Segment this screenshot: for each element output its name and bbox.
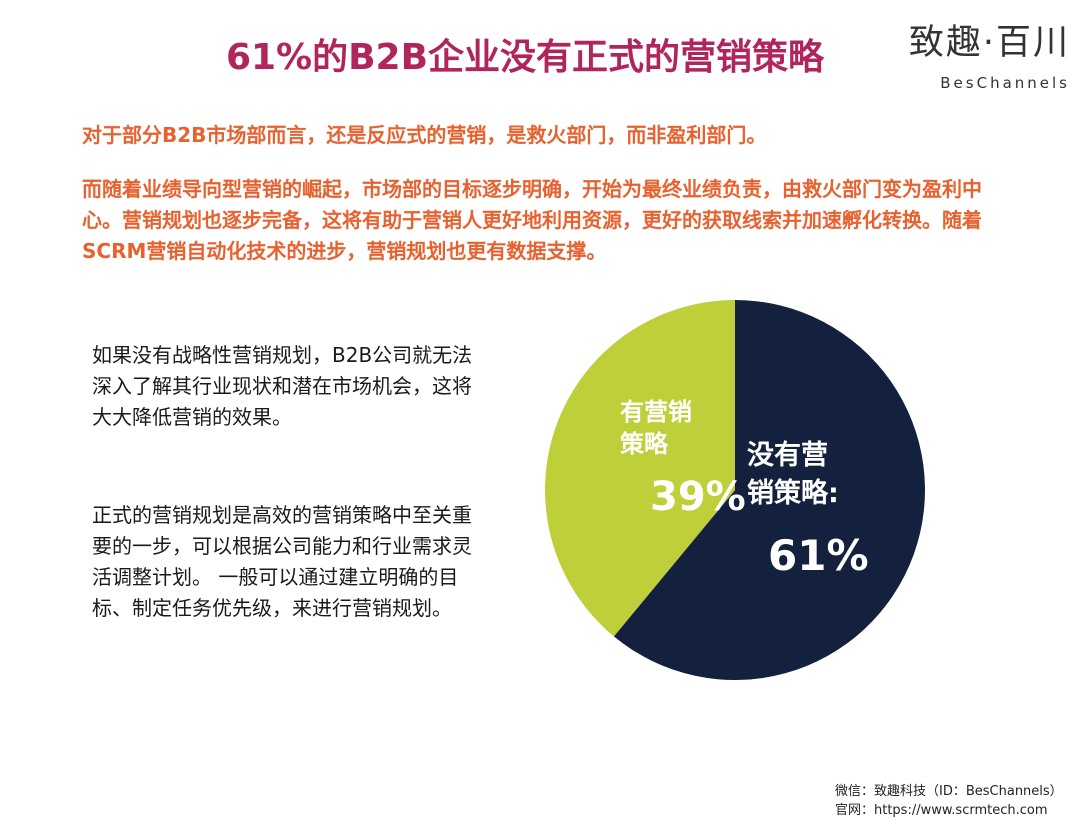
pie-slice-value-1: 61% xyxy=(768,531,869,580)
pie-slice-2 xyxy=(545,300,735,637)
footer: 微信：致趣科技（ID：BesChannels） 官网：https://www.s… xyxy=(835,782,1063,820)
pie-slice-label-1-line-2: 销策略: xyxy=(747,477,839,509)
pie-slice-1 xyxy=(613,300,925,680)
footer-website: 官网：https://www.scrmtech.com xyxy=(835,803,1048,818)
pie-slice-value-2: 39% xyxy=(650,474,746,520)
footer-wechat: 微信：致趣科技（ID：BesChannels） xyxy=(835,784,1063,799)
intro-paragraph-2: 而随着业绩导向型营销的崛起，市场部的目标逐步明确，开始为最终业绩负责，由救火部门… xyxy=(82,177,982,263)
page-title: 61%的B2B企业没有正式的营销策略 xyxy=(225,37,825,78)
logo-cn-text: 致趣·百川 xyxy=(908,23,1070,63)
intro-paragraph-1: 对于部分B2B市场部而言，还是反应式的营销，是救火部门，而非盈利部门。 xyxy=(82,123,767,147)
pie-slice-label-2-line-2: 策略 xyxy=(620,430,669,458)
logo-en-text: BesChannels xyxy=(940,74,1070,92)
side-paragraph-2: 正式的营销规划是高效的营销策略中至关重要的一步，可以根据公司能力和行业需求灵活调… xyxy=(92,503,472,620)
pie-slice-label-2-line-1: 有营销 xyxy=(620,398,692,426)
brand-logo: 致趣·百川 BesChannels xyxy=(880,20,1070,92)
side-paragraph-1: 如果没有战略性营销规划，B2B公司就无法深入了解其行业现状和潜在市场机会，这将大… xyxy=(92,343,473,429)
pie-slice-label-1-line-1: 没有营 xyxy=(747,440,828,471)
